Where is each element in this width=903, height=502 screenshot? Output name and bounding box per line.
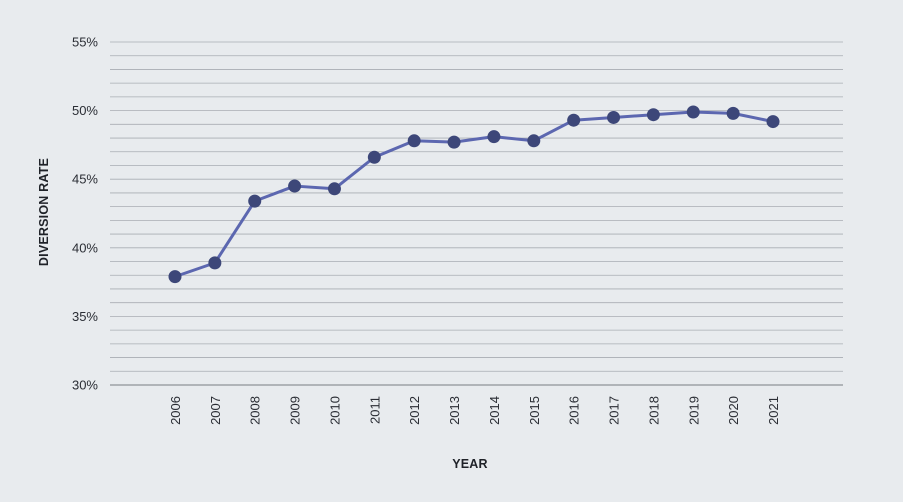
data-point [248,194,262,208]
x-tick-label: 2012 [407,396,422,425]
x-tick-label: 2020 [726,396,741,425]
x-tick-label: 2007 [208,396,223,425]
y-tick-label: 50% [72,103,98,118]
data-point [607,110,621,124]
y-tick-label: 40% [72,240,98,255]
data-point [567,113,581,127]
y-tick-label: 55% [72,35,98,50]
data-point [726,106,740,120]
x-tick-label: 2021 [766,396,781,425]
data-point [407,134,421,148]
x-tick-label: 2013 [447,396,462,425]
data-point [527,134,541,148]
x-tick-label: 2019 [686,396,701,425]
data-point [288,179,302,193]
grid-layer [110,41,843,386]
data-point [208,256,222,270]
data-point [367,150,381,164]
x-tick-label: 2009 [288,396,303,425]
x-tick-label: 2010 [327,396,342,425]
data-point [447,135,461,149]
y-axis-ticks: 30% 35% 40% 45% 50% 55% [72,35,98,393]
x-axis-title: YEAR [452,457,488,471]
x-axis-ticks: 2006 2007 2008 2009 2010 2011 2012 2013 2014 2015… [168,396,781,425]
x-tick-label: 2006 [168,396,183,425]
y-tick-label: 35% [72,309,98,324]
x-tick-label: 2017 [607,396,622,425]
data-point [327,182,341,196]
x-tick-label: 2014 [487,396,502,425]
y-tick-label: 45% [72,172,98,187]
series-layer [168,105,780,284]
x-tick-label: 2011 [367,396,382,424]
x-tick-label: 2008 [248,396,263,425]
series-line [173,110,775,279]
y-tick-label: 30% [72,378,98,393]
data-point [168,270,182,284]
data-point [646,108,660,122]
data-point [487,130,501,144]
x-tick-label: 2016 [567,396,582,425]
data-point [766,115,780,129]
x-tick-label: 2015 [527,396,542,425]
data-point [686,105,700,119]
y-axis-title: DIVERSION RATE [37,158,51,266]
x-tick-label: 2018 [646,396,661,425]
